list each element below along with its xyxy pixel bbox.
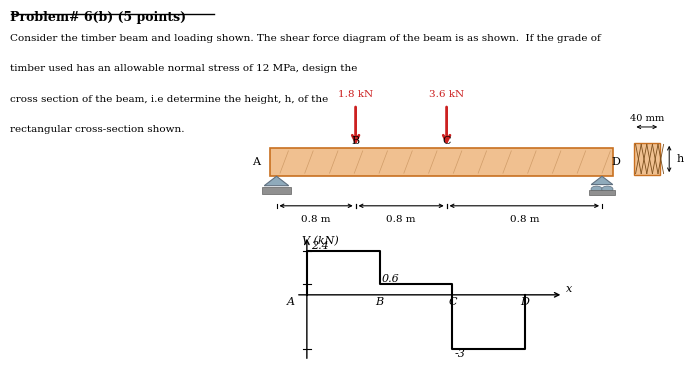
Text: B: B [375,297,384,307]
Text: 2.4: 2.4 [312,241,329,251]
Text: D: D [521,297,529,307]
Text: V (kN): V (kN) [302,236,339,246]
Bar [589,190,615,195]
Text: h: h [676,154,683,164]
Polygon shape [592,176,612,185]
Text: 0.8 m: 0.8 m [386,215,416,224]
Text: x: x [566,284,572,294]
Text: rectangular cross-section shown.: rectangular cross-section shown. [10,125,185,134]
Text: timber used has an allowable normal stress of 12 MPa, design the: timber used has an allowable normal stre… [10,64,358,74]
Text: Consider the timber beam and loading shown. The shear force diagram of the beam : Consider the timber beam and loading sho… [10,34,601,43]
Bar [634,143,660,175]
Circle shape [602,186,613,192]
Circle shape [591,186,602,192]
Text: 0.8 m: 0.8 m [510,215,539,224]
Text: C: C [442,136,451,146]
Text: A: A [253,157,260,167]
Text: 0.6: 0.6 [382,274,399,284]
Text: 1.8 kN: 1.8 kN [338,89,373,99]
Text: D: D [611,157,620,167]
Text: cross section of the beam, i.e determine the height, h, of the: cross section of the beam, i.e determine… [10,95,329,104]
Polygon shape [265,176,288,186]
Bar [262,187,291,194]
Text: C: C [448,297,456,307]
Bar [270,148,612,176]
Text: 3.6 kN: 3.6 kN [429,89,464,99]
Text: 0.8 m: 0.8 m [301,215,331,224]
Text: 40 mm: 40 mm [630,114,664,123]
Text: B: B [351,136,360,146]
Text: A: A [286,297,295,307]
Text: -3: -3 [454,349,465,359]
Text: Problem# 6(b) (5 points): Problem# 6(b) (5 points) [10,11,187,24]
